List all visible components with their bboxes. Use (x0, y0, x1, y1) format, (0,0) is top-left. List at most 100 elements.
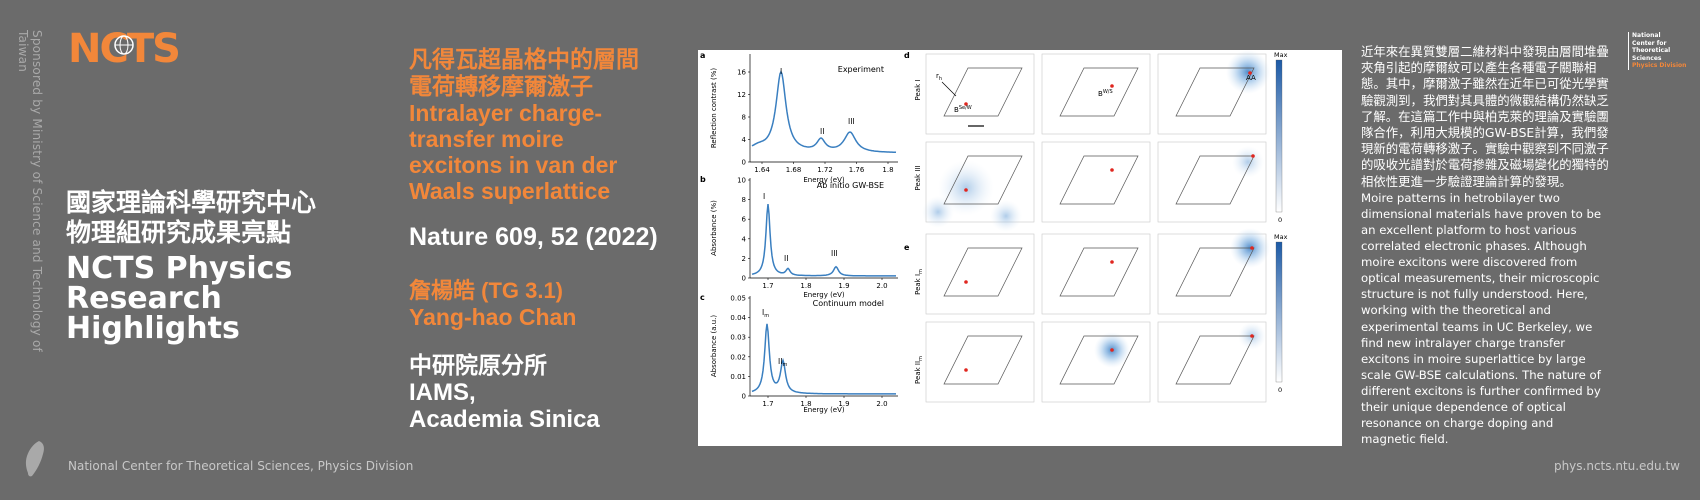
paper-title-en-line4: Waals superlattice (409, 178, 611, 204)
colorbar-d-zero: 0 (1278, 216, 1282, 224)
panel-c-ytick-label: 0 (742, 393, 746, 401)
moire-unit-cell (1175, 67, 1255, 117)
panel-a-ytick-label: 12 (737, 91, 746, 99)
main-title: 國家理論科學研究中心 物理組研究成果亮點 NCTS Physics Resear… (66, 188, 396, 344)
footer-url[interactable]: phys.ncts.ntu.edu.tw (1553, 459, 1680, 473)
panel-b-xtick-label: 1.7 (762, 282, 773, 290)
logo-text: NCTS (68, 28, 179, 68)
moire-unit-cell (1175, 247, 1255, 297)
site-marker (1110, 168, 1114, 172)
panel-a-xlabel: Energy (eV) (803, 176, 845, 184)
panel-b-title: Ab initio GW-BSE (817, 181, 884, 190)
map-frame (925, 233, 1035, 315)
label-AA: AA (1246, 74, 1256, 82)
exciton-maps (922, 50, 1270, 403)
panel-c-ytick-label: 0.01 (730, 373, 746, 381)
panel-a-title: Experiment (838, 65, 884, 74)
colorbar-e-zero: 0 (1278, 386, 1282, 394)
footer-organization: National Center for Theoretical Sciences… (68, 459, 414, 473)
site-marker (1110, 84, 1114, 88)
exciton-map-r1-c2 (1157, 141, 1267, 223)
panel-b-letter: b (700, 175, 706, 184)
colorbar-d (1275, 59, 1283, 213)
paper-title-zh-line2: 電荷轉移摩爾激子 (409, 73, 593, 99)
peak-label-III-a: III (848, 117, 855, 126)
ncts-logo: NCTS (68, 26, 198, 72)
title-en-line1: NCTS Physics (66, 251, 293, 286)
exciton-map-r3-c0 (925, 321, 1035, 403)
panel-c-letter: c (700, 293, 705, 302)
label-B-SeW: BSe/W (954, 105, 972, 114)
panel-c-ytick-label: 0.02 (730, 353, 746, 361)
panel-d-letter: d (904, 51, 910, 60)
moire-unit-cell (1059, 247, 1139, 297)
map-frame (925, 53, 1035, 135)
panel-b-xtick-label: 1.8 (800, 282, 811, 290)
brand-line3: Theoretical (1632, 47, 1671, 54)
map-frame (1041, 141, 1151, 223)
row-label-peak-III: Peak III (914, 165, 922, 190)
site-marker (1251, 154, 1255, 158)
panel-a-xtick-label: 1.68 (786, 166, 802, 174)
map-frame (1041, 233, 1151, 315)
colorbar-d-max: Max (1274, 51, 1288, 59)
panel-b-ytick-label: 0 (742, 275, 746, 283)
institution-en-line2: Academia Sinica (409, 406, 600, 433)
peak-label-II-b: II (784, 254, 788, 263)
site-marker (964, 102, 968, 106)
paper-title-en-line3: excitons in van der (409, 152, 618, 178)
map-frame (925, 321, 1035, 403)
peak-label-I-b: I (763, 192, 765, 201)
peak-label-IIm-c: IIm (778, 357, 787, 368)
exciton-map-r2-c1 (1041, 233, 1151, 315)
exciton-map-r3-c2 (1157, 321, 1267, 403)
peak-label-III-b: III (831, 249, 838, 258)
title-zh-line1: 國家理論科學研究中心 (66, 188, 317, 217)
panel-c-ylabel: Absorbance (a.u.) (710, 315, 718, 377)
panel-a-letter: a (700, 51, 705, 60)
wavefunction-density (938, 160, 994, 216)
exciton-map-r0-c2 (1157, 50, 1270, 135)
paper-title-en-line1: Intralayer charge- (409, 100, 603, 126)
peak-label-II-a: II (820, 127, 824, 136)
row-label-peak-I: Peak I (914, 80, 922, 101)
moire-unit-cell (943, 247, 1023, 297)
panel-b-ylabel: Absorbance (%) (710, 200, 718, 256)
taiwan-map-icon (22, 440, 48, 478)
panel-b-ytick-label: 2 (742, 255, 746, 263)
description-zh: 近年來在異質雙層二維材料中發現由層間堆疊夾角引起的摩爾紋可以產生各種電子關聯相態… (1361, 44, 1609, 189)
label-B-WS: BW/S (1098, 89, 1113, 98)
panel-a-plot: Experiment Reflection contrast (%) Energ… (710, 54, 898, 184)
paper-title-en-line2: transfer moire (409, 126, 564, 152)
panel-c-xtick-label: 1.9 (838, 400, 849, 408)
row-label-peak-Im: Peak Im (914, 269, 924, 295)
wavefunction-density (922, 196, 954, 228)
panel-c-xtick-label: 2.0 (876, 400, 887, 408)
site-marker (1110, 348, 1114, 352)
panel-c-plot: Continuum model Absorbance (a.u.) Energy… (710, 295, 898, 414)
citation: Nature 609, 52 (2022) (409, 223, 658, 251)
exciton-map-r2-c0 (925, 233, 1035, 315)
paper-info: 凡得瓦超晶格中的層間 電荷轉移摩爾激子 Intralayer charge- t… (409, 46, 689, 433)
panel-c-xtick-label: 1.8 (800, 400, 811, 408)
map-frame (1041, 321, 1151, 403)
panel-a-ytick-label: 16 (737, 69, 746, 77)
exciton-map-r0-c0 (925, 53, 1035, 135)
peak-label-I-a: I (780, 67, 782, 76)
moire-unit-cell (1175, 335, 1255, 385)
paper-figure: a b c d e Experiment Reflection contrast… (698, 50, 1342, 446)
wavefunction-density (1226, 50, 1270, 94)
label-rh: rh (936, 72, 942, 82)
rh-arrow (941, 81, 957, 97)
panel-b-xtick-label: 1.9 (838, 282, 849, 290)
panel-b-ytick-label: 10 (737, 177, 746, 185)
panel-c-xlabel: Energy (eV) (803, 406, 845, 414)
site-marker (964, 188, 968, 192)
wavefunction-density (1232, 146, 1264, 178)
exciton-map-r1-c1 (1041, 141, 1151, 223)
brand-line2: Center for (1632, 39, 1667, 47)
wavefunction-density (990, 200, 1022, 232)
panel-c-ytick-label: 0.03 (730, 334, 746, 342)
brand-line4: Sciences (1632, 54, 1662, 62)
title-en-line2: Research Highlights (66, 281, 240, 346)
